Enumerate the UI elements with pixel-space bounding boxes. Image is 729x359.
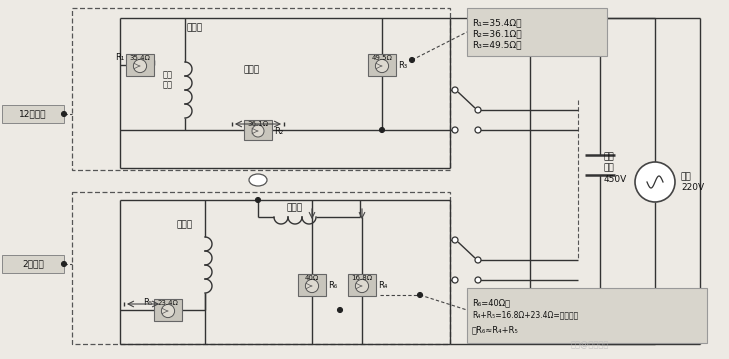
Circle shape	[356, 279, 369, 293]
FancyBboxPatch shape	[2, 105, 64, 123]
Circle shape	[635, 162, 675, 202]
Text: 2极绕组: 2极绕组	[22, 260, 44, 269]
Text: R₂=36.1Ω；: R₂=36.1Ω；	[472, 29, 522, 38]
Circle shape	[410, 57, 415, 62]
Circle shape	[475, 257, 481, 263]
Text: R₂: R₂	[274, 126, 283, 135]
Text: R₃=49.5Ω。: R₃=49.5Ω。	[472, 40, 521, 49]
FancyBboxPatch shape	[348, 274, 376, 296]
Text: 23.4Ω: 23.4Ω	[157, 300, 179, 306]
FancyBboxPatch shape	[368, 54, 396, 76]
Circle shape	[418, 293, 423, 298]
Text: R₁=35.4Ω；: R₁=35.4Ω；	[472, 18, 521, 27]
Circle shape	[147, 66, 152, 71]
Ellipse shape	[249, 174, 267, 186]
Text: R₆: R₆	[328, 281, 338, 290]
Text: 起动
电容
450V: 起动 电容 450V	[604, 153, 627, 183]
FancyBboxPatch shape	[244, 120, 272, 140]
FancyBboxPatch shape	[126, 54, 154, 76]
Circle shape	[452, 237, 458, 243]
Text: R₄: R₄	[378, 281, 387, 290]
Circle shape	[305, 279, 319, 293]
Text: 主绕组: 主绕组	[287, 204, 303, 213]
Circle shape	[252, 125, 264, 137]
Text: 交流
220V: 交流 220V	[681, 172, 704, 192]
Text: 16.8Ω: 16.8Ω	[351, 275, 373, 281]
Circle shape	[255, 197, 260, 202]
Text: R₆=40Ω；: R₆=40Ω；	[472, 298, 510, 307]
Circle shape	[475, 277, 481, 283]
Circle shape	[338, 308, 343, 312]
Text: 即R₆≈R₄+R₅: 即R₆≈R₄+R₅	[472, 325, 519, 334]
Circle shape	[375, 59, 389, 73]
Text: 36.1Ω: 36.1Ω	[247, 121, 268, 127]
Text: 12极绕组: 12极绕组	[19, 109, 47, 118]
FancyBboxPatch shape	[2, 255, 64, 273]
Circle shape	[452, 87, 458, 93]
Text: 头条@维修人家: 头条@维修人家	[571, 340, 609, 350]
FancyBboxPatch shape	[154, 299, 182, 321]
Circle shape	[452, 127, 458, 133]
Circle shape	[475, 127, 481, 133]
Circle shape	[380, 127, 384, 132]
FancyBboxPatch shape	[467, 288, 707, 343]
Text: 副绕组: 副绕组	[244, 65, 260, 75]
Text: 40Ω: 40Ω	[305, 275, 319, 281]
Text: 35.4Ω: 35.4Ω	[130, 55, 150, 61]
Text: R₅: R₅	[143, 298, 152, 307]
Circle shape	[61, 261, 66, 266]
FancyBboxPatch shape	[467, 8, 607, 56]
Circle shape	[133, 59, 147, 73]
Circle shape	[452, 277, 458, 283]
Text: 副绕组: 副绕组	[177, 220, 193, 229]
Text: 49.5Ω: 49.5Ω	[372, 55, 392, 61]
Circle shape	[475, 107, 481, 113]
FancyBboxPatch shape	[298, 274, 326, 296]
Text: R₄+R₅=16.8Ω+23.4Ω=维修人家: R₄+R₅=16.8Ω+23.4Ω=维修人家	[472, 310, 578, 319]
Text: R₃: R₃	[398, 61, 407, 70]
Text: 主绕组: 主绕组	[187, 23, 203, 33]
Text: R₁: R₁	[114, 53, 124, 62]
Circle shape	[61, 112, 66, 117]
Circle shape	[161, 304, 175, 318]
Text: 公共
绕组: 公共 绕组	[163, 70, 173, 90]
